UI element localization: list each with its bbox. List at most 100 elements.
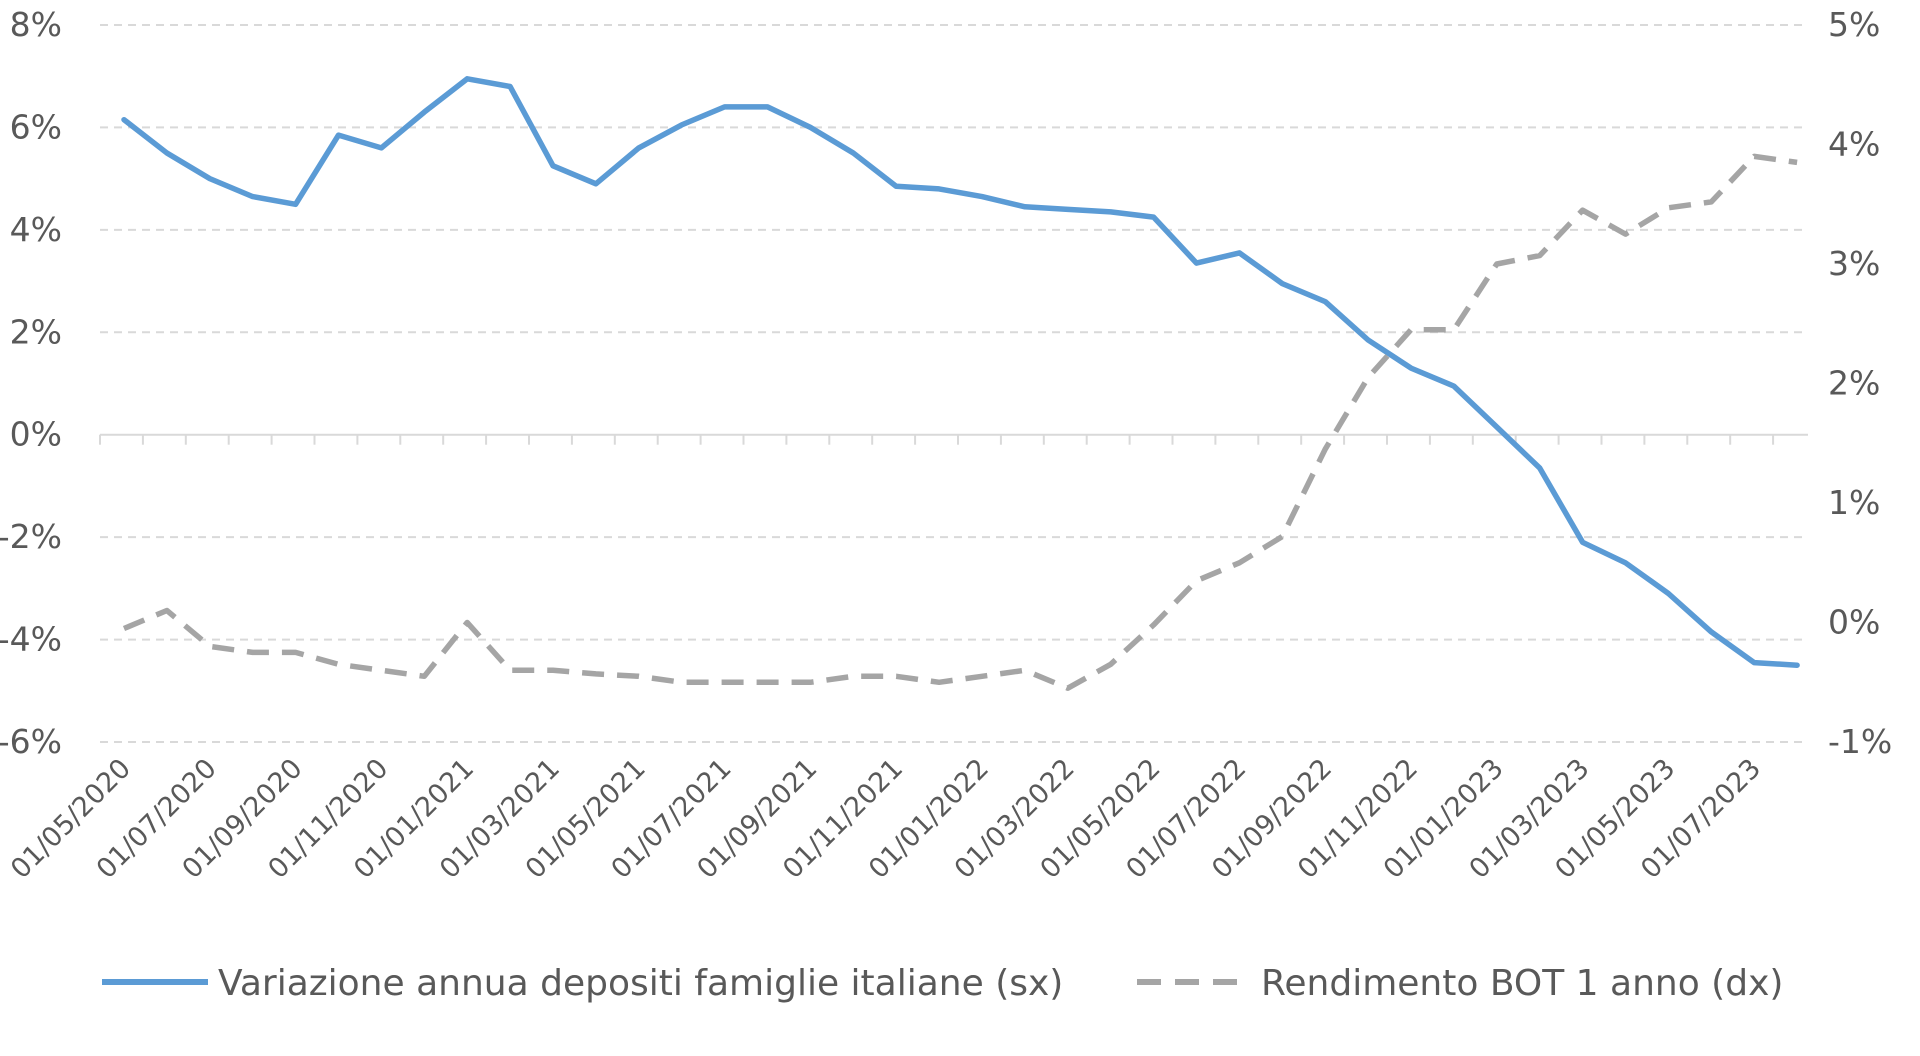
data-point-series-2 xyxy=(1666,205,1671,210)
data-point-series-1 xyxy=(465,76,470,81)
legend-item-1: Variazione annua depositi famiglie itali… xyxy=(102,963,1063,1004)
data-point-series-2 xyxy=(1108,662,1113,667)
data-point-series-2 xyxy=(1280,534,1285,539)
data-point-series-2 xyxy=(422,674,427,679)
data-point-series-2 xyxy=(1537,253,1542,258)
data-point-series-2 xyxy=(164,608,169,613)
data-point-series-1 xyxy=(1795,663,1800,668)
data-point-series-1 xyxy=(1323,299,1328,304)
data-point-series-1 xyxy=(808,125,813,130)
data-point-series-2 xyxy=(980,674,985,679)
data-point-series-1 xyxy=(722,104,727,109)
series-line-1 xyxy=(121,76,1800,668)
data-point-series-1 xyxy=(293,202,298,207)
data-point-series-2 xyxy=(1580,208,1585,213)
data-point-series-1 xyxy=(1022,204,1027,209)
left-y-tick-label: 2% xyxy=(10,312,62,351)
data-point-series-2 xyxy=(636,674,641,679)
data-point-series-2 xyxy=(1709,199,1714,204)
data-point-series-2 xyxy=(1366,375,1371,380)
series-line-2 xyxy=(122,153,1798,691)
data-point-series-2 xyxy=(851,674,856,679)
right-y-axis-labels: -1% 0% 1% 2% 3% 4% 5% xyxy=(1828,5,1892,761)
data-point-series-1 xyxy=(1580,540,1585,545)
data-point-series-1 xyxy=(1709,629,1714,634)
data-point-series-2 xyxy=(1323,447,1328,452)
data-point-series-2 xyxy=(1194,578,1199,583)
data-point-series-1 xyxy=(164,151,169,156)
data-point-series-2 xyxy=(1065,686,1070,691)
data-point-series-2 xyxy=(1795,160,1800,165)
data-point-series-1 xyxy=(636,145,641,150)
left-y-tick-label: -4% xyxy=(0,620,62,659)
data-point-series-1 xyxy=(1666,591,1671,596)
data-point-series-2 xyxy=(679,680,684,685)
data-point-series-2 xyxy=(293,650,298,655)
data-point-series-1 xyxy=(1065,207,1070,212)
data-point-series-1 xyxy=(1237,250,1242,255)
right-y-tick-label: 3% xyxy=(1828,244,1880,283)
data-point-series-2 xyxy=(1151,622,1156,627)
data-point-series-1 xyxy=(1194,261,1199,266)
data-point-series-2 xyxy=(808,680,813,685)
data-point-series-1 xyxy=(1366,337,1371,342)
data-point-series-1 xyxy=(207,176,212,181)
right-y-tick-label: 4% xyxy=(1828,125,1880,164)
data-point-series-2 xyxy=(551,668,556,673)
data-point-series-2 xyxy=(894,674,899,679)
data-point-series-1 xyxy=(1151,215,1156,220)
x-axis-labels: 01/05/202001/07/202001/09/202001/11/2020… xyxy=(5,753,1767,885)
data-point-series-1 xyxy=(1451,384,1456,389)
data-point-series-2 xyxy=(250,650,255,655)
left-y-tick-label: 4% xyxy=(10,210,62,249)
left-y-tick-label: -6% xyxy=(0,722,62,761)
data-point-series-2 xyxy=(1237,560,1242,565)
data-point-series-1 xyxy=(1494,425,1499,430)
data-point-series-2 xyxy=(1623,232,1628,237)
data-point-series-1 xyxy=(851,151,856,156)
data-point-series-1 xyxy=(508,84,513,89)
left-y-tick-label: 8% xyxy=(10,5,62,44)
legend-item-2: Rendimento BOT 1 anno (dx) xyxy=(1137,963,1783,1004)
data-point-series-2 xyxy=(508,668,513,673)
data-point-series-1 xyxy=(122,117,127,122)
data-point-series-2 xyxy=(1752,154,1757,159)
data-point-series-1 xyxy=(593,181,598,186)
data-points xyxy=(122,76,1800,690)
data-point-series-1 xyxy=(336,133,341,138)
data-point-series-2 xyxy=(122,626,127,631)
data-point-series-1 xyxy=(765,104,770,109)
data-point-series-1 xyxy=(250,194,255,199)
right-y-tick-label: 0% xyxy=(1828,603,1880,642)
data-point-series-1 xyxy=(980,194,985,199)
data-point-series-1 xyxy=(679,122,684,127)
data-point-series-1 xyxy=(1623,560,1628,565)
data-point-series-2 xyxy=(593,671,598,676)
data-point-series-2 xyxy=(207,644,212,649)
gridlines xyxy=(100,24,1808,743)
left-y-tick-label: 0% xyxy=(10,415,62,454)
legend-label: Rendimento BOT 1 anno (dx) xyxy=(1261,963,1783,1004)
right-y-tick-label: -1% xyxy=(1828,722,1892,761)
data-point-series-1 xyxy=(937,186,942,191)
right-y-tick-label: 1% xyxy=(1828,483,1880,522)
series-lines xyxy=(121,76,1800,691)
left-y-tick-label: 6% xyxy=(10,107,62,146)
data-point-series-1 xyxy=(1752,660,1757,665)
left-y-axis-labels: -6% -4% -2% 0% 2% 4% 6% 8% xyxy=(0,5,62,761)
data-point-series-1 xyxy=(422,110,427,115)
right-y-tick-label: 2% xyxy=(1828,364,1880,403)
data-point-series-2 xyxy=(1022,668,1027,673)
data-point-series-1 xyxy=(894,184,899,189)
data-point-series-1 xyxy=(1409,366,1414,371)
data-point-series-1 xyxy=(551,163,556,168)
data-point-series-1 xyxy=(1108,209,1113,214)
left-y-tick-label: -2% xyxy=(0,517,62,556)
data-point-series-2 xyxy=(1494,262,1499,267)
data-point-series-2 xyxy=(1451,327,1456,332)
data-point-series-2 xyxy=(465,620,470,625)
data-point-series-2 xyxy=(937,680,942,685)
x-axis xyxy=(99,433,1808,445)
data-point-series-2 xyxy=(1409,327,1414,332)
